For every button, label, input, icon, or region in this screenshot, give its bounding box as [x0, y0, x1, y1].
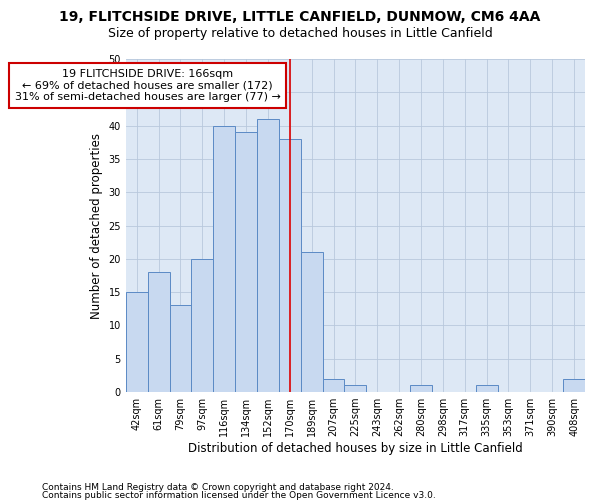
Bar	[191, 259, 213, 392]
Text: Contains HM Land Registry data © Crown copyright and database right 2024.: Contains HM Land Registry data © Crown c…	[42, 484, 394, 492]
Bar	[213, 126, 235, 392]
Bar	[148, 272, 170, 392]
Text: 19 FLITCHSIDE DRIVE: 166sqm
← 69% of detached houses are smaller (172)
31% of se: 19 FLITCHSIDE DRIVE: 166sqm ← 69% of det…	[15, 69, 281, 102]
Text: 19, FLITCHSIDE DRIVE, LITTLE CANFIELD, DUNMOW, CM6 4AA: 19, FLITCHSIDE DRIVE, LITTLE CANFIELD, D…	[59, 10, 541, 24]
Bar	[301, 252, 323, 392]
Bar	[344, 386, 367, 392]
Bar	[476, 386, 497, 392]
Y-axis label: Number of detached properties: Number of detached properties	[90, 132, 103, 318]
Bar	[563, 379, 585, 392]
Bar	[126, 292, 148, 392]
Bar	[257, 119, 279, 392]
Bar	[410, 386, 432, 392]
X-axis label: Distribution of detached houses by size in Little Canfield: Distribution of detached houses by size …	[188, 442, 523, 455]
Text: Contains public sector information licensed under the Open Government Licence v3: Contains public sector information licen…	[42, 491, 436, 500]
Text: Size of property relative to detached houses in Little Canfield: Size of property relative to detached ho…	[107, 28, 493, 40]
Bar	[279, 139, 301, 392]
Bar	[323, 379, 344, 392]
Bar	[170, 306, 191, 392]
Bar	[235, 132, 257, 392]
